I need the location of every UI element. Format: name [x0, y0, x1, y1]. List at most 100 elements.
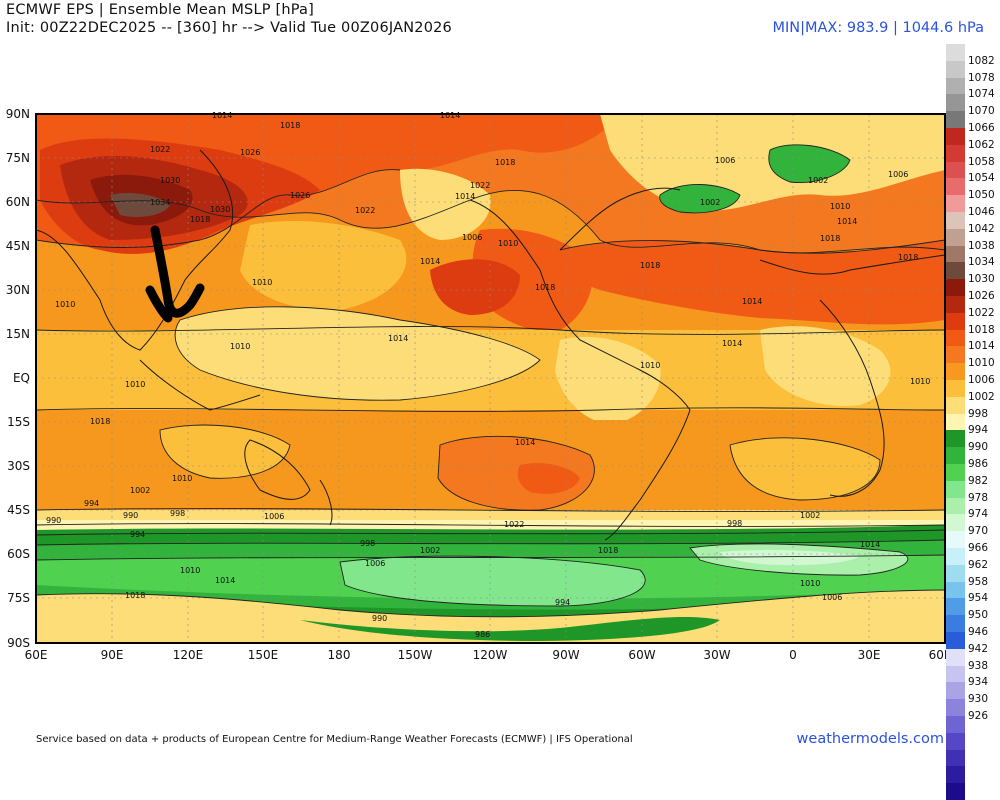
- lat-label: 15S: [7, 415, 30, 429]
- lon-label: 60E: [24, 648, 48, 662]
- isobar-label: 1002: [420, 546, 440, 555]
- colorbar-level-label: 1050: [968, 189, 995, 202]
- colorbar-swatch: [946, 413, 965, 431]
- lat-label: 75N: [5, 151, 30, 165]
- lon-label: 60W: [628, 648, 656, 662]
- colorbar-swatch: [946, 262, 965, 280]
- lat-label: 45S: [7, 503, 30, 517]
- brand-link[interactable]: weathermodels.com: [796, 731, 944, 747]
- colorbar-level-label: 1026: [968, 290, 995, 302]
- isobar-label: 986: [475, 630, 490, 639]
- colorbar-swatch: [946, 396, 965, 414]
- isobar-label: 1006: [264, 512, 284, 521]
- isobar-label: 1002: [130, 486, 150, 495]
- colorbar-level-label: 1062: [968, 138, 995, 151]
- colorbar-swatch: [946, 44, 965, 61]
- isobar-label: 1002: [808, 176, 828, 185]
- colorbar-swatch: [946, 279, 965, 296]
- colorbar-level-label: 1018: [968, 323, 995, 336]
- colorbar-level-label: 1058: [968, 155, 995, 168]
- colorbar-swatch: [946, 783, 965, 800]
- isobar-label: 1014: [742, 297, 762, 306]
- colorbar-swatch: [946, 632, 965, 649]
- colorbar-level-label: 1070: [968, 105, 995, 118]
- colorbar-level-label: 950: [968, 609, 989, 622]
- isobar-label: 994: [555, 598, 570, 607]
- isobar-label: 1030: [160, 176, 180, 185]
- isobar-label: 1006: [888, 170, 908, 179]
- isobar-label: 1010: [640, 361, 660, 370]
- isobar-label: 1010: [830, 202, 850, 211]
- isobar-label: 1014: [722, 339, 742, 348]
- colorbar-swatch: [946, 480, 965, 498]
- colorbar-swatch: [946, 128, 965, 145]
- colorbar-swatch: [946, 682, 965, 700]
- lon-label: 0: [789, 648, 797, 662]
- colorbar-level-label: 1014: [968, 340, 995, 353]
- colorbar-level-label: 970: [968, 525, 989, 538]
- colorbar-swatch: [946, 363, 965, 380]
- colorbar-swatch: [946, 430, 965, 448]
- colorbar-swatch: [946, 77, 965, 95]
- isobar-label: 1034: [150, 198, 170, 207]
- lat-label: 30N: [5, 283, 30, 297]
- isobar-label: 1022: [470, 181, 490, 190]
- colorbar-swatch: [946, 732, 965, 750]
- isobar-label: 998: [170, 509, 185, 518]
- lat-label: 60N: [5, 195, 30, 209]
- isobar-label: 1010: [230, 342, 250, 351]
- colorbar-level-label: 1002: [968, 390, 995, 403]
- init-valid-line: Init: 00Z22DEC2025 -- [360] hr --> Valid…: [6, 20, 452, 36]
- colorbar-level-label: 1046: [968, 206, 995, 218]
- colorbar-swatch: [946, 749, 965, 767]
- isobar-label: 1010: [910, 377, 930, 386]
- colorbar-swatch: [946, 144, 965, 162]
- colorbar-level-label: 1054: [968, 172, 995, 185]
- lat-label: EQ: [12, 371, 30, 385]
- colorbar-swatch: [946, 766, 965, 784]
- colorbar-level-label: 946: [968, 626, 989, 638]
- lon-label: 30E: [857, 648, 881, 662]
- colorbar-swatch: [946, 296, 965, 313]
- colorbar-level-label: 974: [968, 508, 989, 521]
- isobar-label: 1006: [365, 559, 385, 568]
- isobar-label: 1026: [240, 148, 260, 157]
- colorbar-level-label: 982: [968, 474, 989, 487]
- isobar-label: 1014: [388, 334, 408, 343]
- colorbar-swatch: [946, 531, 965, 548]
- isobar-label: 1018: [535, 283, 555, 292]
- lat-label: 30S: [7, 459, 30, 473]
- isobar-label: 1006: [822, 593, 842, 602]
- lon-label: 150W: [397, 648, 433, 662]
- colorbar-swatch: [946, 245, 965, 263]
- isobar-label: 1014: [860, 540, 880, 549]
- isobar-label: 1014: [837, 217, 857, 226]
- isobar-label: 1014: [212, 111, 232, 120]
- colorbar-level-label: 942: [968, 642, 989, 655]
- lon-label: 60E: [928, 648, 952, 662]
- colorbar-swatch: [946, 716, 965, 733]
- map-title: ECMWF EPS | Ensemble Mean MSLP [hPa]: [6, 2, 314, 18]
- isobar-label: 1022: [150, 145, 170, 154]
- pressure-map: 1014 1018 1014 1010 1010 1022 1026 1030 1034 1030…: [35, 111, 946, 644]
- isobar-label: 1014: [215, 576, 235, 585]
- colorbar-level-label: 978: [968, 491, 989, 504]
- data-source-credit: Service based on data + products of Euro…: [36, 734, 633, 745]
- lon-label: 120W: [472, 648, 508, 662]
- isobar-label: 1014: [440, 111, 460, 120]
- isobar-label: 1010: [800, 579, 820, 588]
- colorbar-level-label: 1082: [968, 54, 995, 67]
- lat-label: 60S: [7, 547, 30, 561]
- colorbar-swatch: [946, 497, 965, 515]
- colorbar-level-label: 1038: [968, 239, 995, 252]
- colorbar-swatch: [946, 94, 965, 112]
- minmax-readout: MIN|MAX: 983.9 | 1044.6 hPa: [772, 20, 984, 36]
- colorbar-swatch: [946, 648, 965, 666]
- isobar-label: 1018: [495, 158, 515, 167]
- lon-label: 150E: [247, 648, 279, 662]
- isobar-label: 1022: [504, 520, 524, 529]
- lon-label: 90W: [552, 648, 580, 662]
- colorbar-level-label: 954: [968, 592, 989, 605]
- colorbar-swatch: [946, 464, 965, 481]
- colorbar-swatch: [946, 598, 965, 616]
